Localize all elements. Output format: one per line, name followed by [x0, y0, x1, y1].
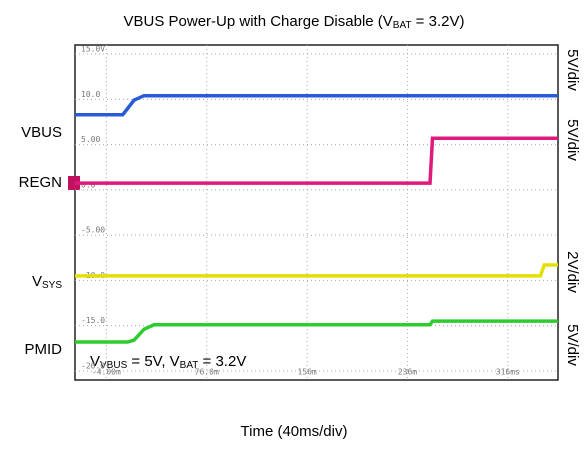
scale-label: 2V/div [564, 251, 581, 293]
legend-label: REGN [19, 174, 62, 191]
y-tick-label: -15.0 [81, 316, 105, 325]
x-tick-label: -4.00m [92, 368, 121, 377]
x-tick-label: 236m [398, 368, 417, 377]
y-tick-label: -20.0 [81, 361, 105, 370]
text-part: V [90, 353, 100, 370]
subscript: BAT [180, 360, 199, 371]
legend-label: PMID [25, 341, 63, 358]
x-tick-label: 76.0m [195, 368, 219, 377]
chart-title: VBUS Power-Up with Charge Disable (VBAT … [124, 13, 465, 31]
text-part: VBUS [21, 124, 62, 141]
subscript: VBUS [100, 360, 128, 371]
legend-label: VSYS [32, 273, 62, 291]
trace [75, 319, 558, 344]
text-part: REGN [19, 174, 62, 191]
trace [75, 93, 558, 117]
subscript: SYS [42, 280, 62, 291]
text-part: PMID [25, 341, 63, 358]
x-tick-label: 156m [297, 368, 316, 377]
channel-marker [68, 176, 80, 190]
scale-label: 5V/div [564, 119, 581, 161]
trace [75, 263, 558, 278]
text-part: VBUS Power-Up with Charge Disable (V [124, 13, 393, 30]
text-part: = 3.2V [198, 353, 246, 370]
annotation: VVBUS = 5V, VBAT = 3.2V [90, 353, 246, 371]
scale-label: 5V/div [564, 49, 581, 91]
subscript: BAT [393, 20, 412, 31]
plot-frame [74, 44, 559, 381]
text-part: = 3.2V) [412, 13, 465, 30]
y-tick-label: 10.0 [81, 90, 100, 99]
y-tick-label: -5.00 [81, 226, 105, 235]
y-tick-label: 0.0 [81, 180, 96, 189]
text-part: = 5V, V [127, 353, 179, 370]
y-tick-label: 5.00 [81, 135, 100, 144]
trace [75, 136, 558, 185]
legend-label: VBUS [21, 124, 62, 141]
y-tick-label: 15.0V [81, 45, 105, 54]
text-part: V [32, 273, 42, 290]
x-axis-label: Time (40ms/div) [241, 423, 348, 440]
scale-label: 5V/div [564, 324, 581, 366]
x-tick-label: 316ms [496, 368, 520, 377]
